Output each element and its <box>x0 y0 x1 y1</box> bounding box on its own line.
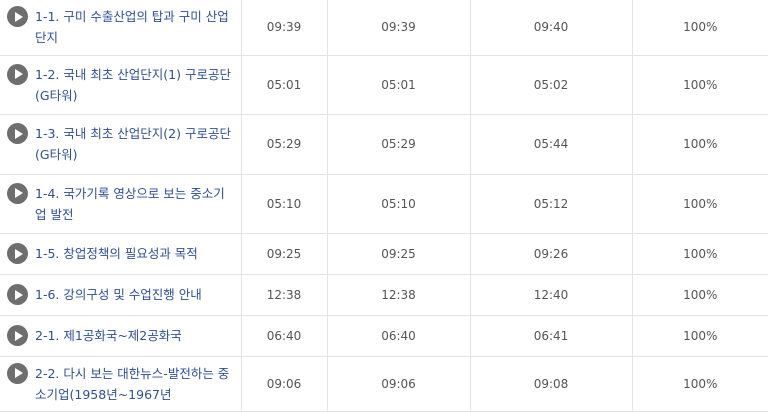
lecture-title-cell: 1-2. 국내 최초 산업단지(1) 구로공단(G타워) <box>0 55 242 115</box>
table-row: 2-1. 제1공화국~제2공화국 06:40 06:40 06:41 100% <box>0 315 768 357</box>
study-time-cell: 05:12 <box>470 174 633 234</box>
lecture-title-link[interactable]: 1-1. 구미 수출산업의 탑과 구미 산업단지 <box>35 9 229 46</box>
duration-cell: 09:25 <box>241 233 328 275</box>
study-time-cell: 09:40 <box>470 0 633 56</box>
table-row: 1-5. 창업정책의 필요성과 목적 09:25 09:25 09:26 100… <box>0 233 768 275</box>
lecture-title-link[interactable]: 1-3. 국내 최초 산업단지(2) 구로공단(G타워) <box>35 126 231 162</box>
watched-time-cell: 05:10 <box>327 174 471 234</box>
play-icon[interactable] <box>7 243 28 264</box>
duration-cell: 06:40 <box>241 315 328 357</box>
study-time-cell: 06:41 <box>470 315 633 357</box>
duration-cell: 05:01 <box>241 55 328 115</box>
lecture-title-cell: 1-5. 창업정책의 필요성과 목적 <box>0 233 242 275</box>
table-row: 1-6. 강의구성 및 수업진행 안내 12:38 12:38 12:40 10… <box>0 274 768 316</box>
watched-time-cell: 12:38 <box>327 274 471 316</box>
table-row: 1-3. 국내 최초 산업단지(2) 구로공단(G타워) 05:29 05:29… <box>0 114 768 175</box>
progress-rate-cell: 100% <box>632 356 768 412</box>
watched-time-cell: 09:25 <box>327 233 471 275</box>
watched-time-cell: 09:06 <box>327 356 471 412</box>
study-time-cell: 09:08 <box>470 356 633 412</box>
play-icon[interactable] <box>7 284 28 305</box>
play-icon[interactable] <box>7 325 28 346</box>
lecture-title-cell: 2-1. 제1공화국~제2공화국 <box>0 315 242 357</box>
lecture-title-link[interactable]: 1-5. 창업정책의 필요성과 목적 <box>35 246 198 261</box>
study-time-cell: 05:44 <box>470 114 633 175</box>
duration-cell: 09:06 <box>241 356 328 412</box>
lecture-title-cell: 1-6. 강의구성 및 수업진행 안내 <box>0 274 242 316</box>
table-row: 1-4. 국가기록 영상으로 보는 중소기업 발전 05:10 05:10 05… <box>0 174 768 234</box>
lecture-title-cell: 1-3. 국내 최초 산업단지(2) 구로공단(G타워) <box>0 114 242 175</box>
lecture-title-link[interactable]: 1-6. 강의구성 및 수업진행 안내 <box>35 287 202 302</box>
play-icon[interactable] <box>7 63 28 85</box>
progress-rate-cell: 100% <box>632 233 768 275</box>
duration-cell: 05:29 <box>241 114 328 175</box>
table-row: 2-2. 다시 보는 대한뉴스-발전하는 중소기업(1958년~1967년 09… <box>0 356 768 412</box>
lecture-title-link[interactable]: 2-1. 제1공화국~제2공화국 <box>35 328 182 343</box>
lecture-title-cell: 2-2. 다시 보는 대한뉴스-발전하는 중소기업(1958년~1967년 <box>0 356 242 412</box>
progress-rate-cell: 100% <box>632 55 768 115</box>
study-time-cell: 09:26 <box>470 233 633 275</box>
lecture-title-link[interactable]: 1-2. 국내 최초 산업단지(1) 구로공단(G타워) <box>35 66 231 103</box>
watched-time-cell: 06:40 <box>327 315 471 357</box>
duration-cell: 12:38 <box>241 274 328 316</box>
lecture-title-cell: 1-1. 구미 수출산업의 탑과 구미 산업단지 <box>0 0 242 56</box>
watched-time-cell: 09:39 <box>327 0 471 56</box>
duration-cell: 05:10 <box>241 174 328 234</box>
progress-rate-cell: 100% <box>632 315 768 357</box>
lecture-title-cell: 1-4. 국가기록 영상으로 보는 중소기업 발전 <box>0 174 242 234</box>
lecture-title-link[interactable]: 1-4. 국가기록 영상으로 보는 중소기업 발전 <box>35 185 225 222</box>
progress-rate-cell: 100% <box>632 114 768 175</box>
duration-cell: 09:39 <box>241 0 328 56</box>
play-icon[interactable] <box>7 123 28 144</box>
play-icon[interactable] <box>7 182 28 204</box>
progress-rate-cell: 100% <box>632 174 768 234</box>
table-row: 1-1. 구미 수출산업의 탑과 구미 산업단지 09:39 09:39 09:… <box>0 0 768 56</box>
play-icon[interactable] <box>7 362 28 384</box>
study-time-cell: 05:02 <box>470 55 633 115</box>
watched-time-cell: 05:29 <box>327 114 471 175</box>
progress-rate-cell: 100% <box>632 274 768 316</box>
watched-time-cell: 05:01 <box>327 55 471 115</box>
progress-rate-cell: 100% <box>632 0 768 56</box>
study-time-cell: 12:40 <box>470 274 633 316</box>
table-row: 1-2. 국내 최초 산업단지(1) 구로공단(G타워) 05:01 05:01… <box>0 55 768 115</box>
play-icon[interactable] <box>7 6 28 28</box>
lecture-title-link[interactable]: 2-2. 다시 보는 대한뉴스-발전하는 중소기업(1958년~1967년 <box>35 365 230 402</box>
